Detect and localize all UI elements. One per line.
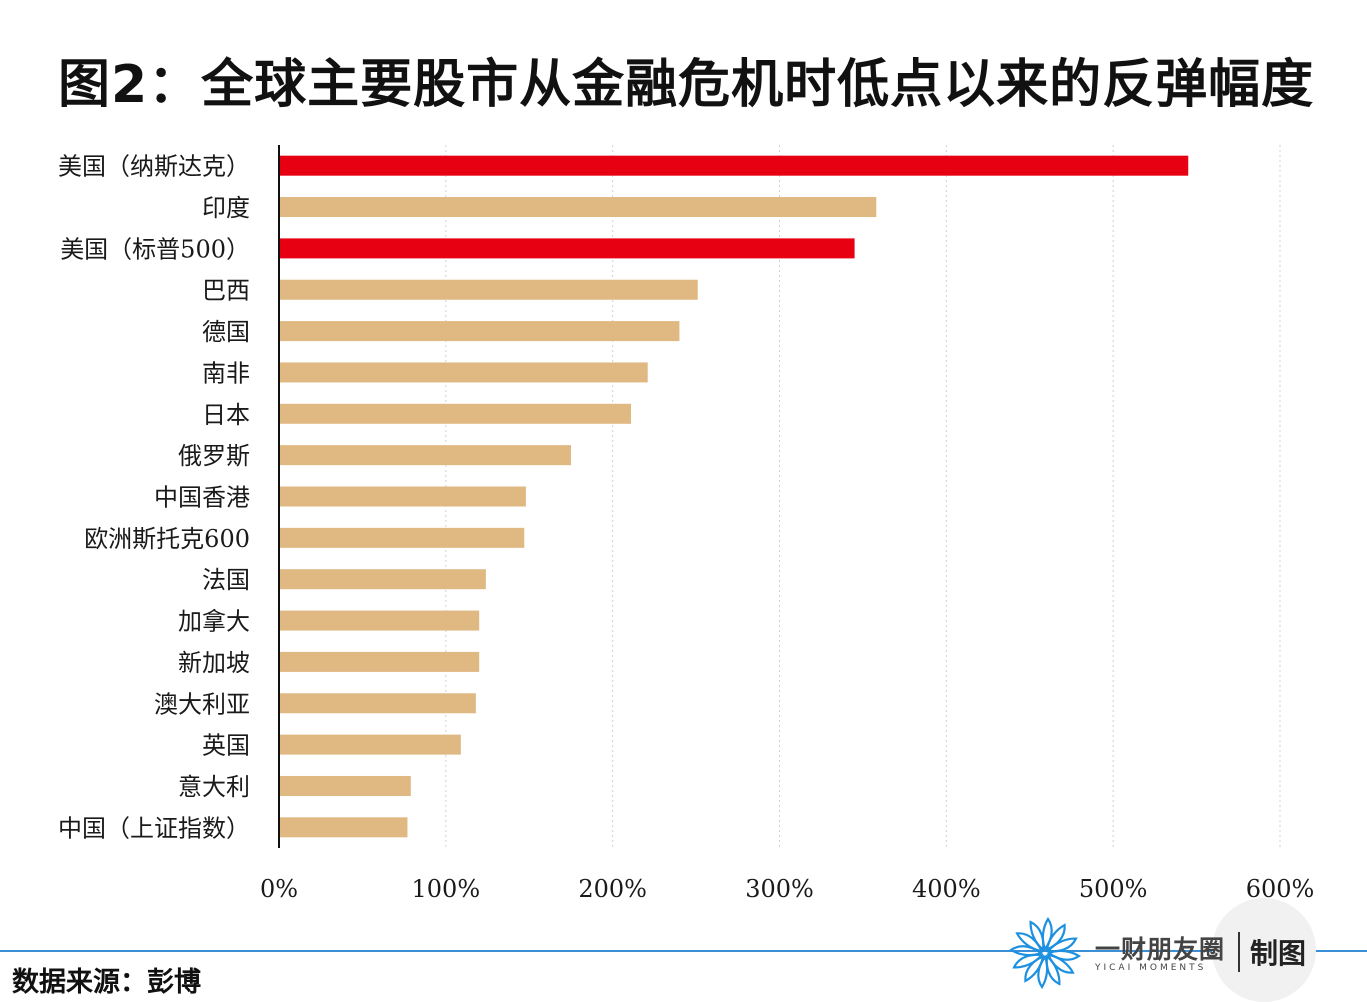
category-label: 新加坡: [178, 649, 250, 677]
bar: [280, 569, 486, 590]
category-label: 美国（纳斯达克）: [58, 153, 250, 181]
emblem-petal: [1029, 920, 1045, 952]
logo-badge-circle: [1212, 898, 1316, 1002]
bar: [280, 817, 408, 838]
x-tick-label: 200%: [578, 875, 647, 903]
category-label: 俄罗斯: [178, 442, 250, 470]
x-tick-labels: 0% 100% 200% 300% 400% 500% 600%: [260, 875, 1314, 903]
bars: [280, 155, 1189, 838]
category-label: 英国: [202, 732, 250, 760]
x-tick-label: 300%: [745, 875, 814, 903]
x-tick-label: 0%: [260, 875, 298, 903]
category-label: 加拿大: [178, 608, 250, 636]
bar: [280, 279, 698, 300]
brand-subtitle: YICAI MOMENTS: [1095, 963, 1207, 973]
bar: [280, 403, 632, 424]
category-label: 日本: [202, 401, 250, 429]
x-tick-label: 400%: [912, 875, 981, 903]
category-label: 美国（标普500）: [60, 235, 250, 263]
bar: [280, 693, 476, 714]
x-tick-label: 100%: [412, 875, 481, 903]
category-label: 法国: [202, 566, 250, 594]
bar: [280, 775, 411, 796]
category-label: 澳大利亚: [154, 690, 250, 718]
brand-suffix: 制图: [1250, 937, 1307, 970]
category-label: 印度: [202, 194, 250, 222]
category-label: 意大利: [178, 773, 250, 801]
category-label: 中国香港: [154, 484, 250, 512]
source-note: 数据来源：彭博: [12, 967, 201, 998]
bar: [280, 321, 680, 342]
yicai-flower-icon: [1009, 917, 1081, 989]
bar: [280, 651, 480, 672]
bar: [280, 445, 571, 466]
brand-divider: [1238, 932, 1240, 972]
brand-name: 一财朋友圈: [1095, 935, 1226, 964]
bar: [280, 486, 526, 507]
chart-title: 图2：全球主要股市从金融危机时低点以来的反弹幅度: [58, 55, 1315, 115]
bar: [280, 238, 855, 259]
category-label: 德国: [202, 318, 250, 346]
bar: [280, 362, 648, 383]
bar: [280, 610, 480, 631]
category-label: 中国（上证指数）: [58, 814, 250, 842]
bar: [280, 155, 1189, 176]
x-tick-label: 500%: [1079, 875, 1148, 903]
bar: [280, 197, 877, 218]
category-label: 欧洲斯托克600: [84, 525, 250, 553]
category-label: 巴西: [202, 277, 250, 305]
footer-divider: [0, 950, 1367, 952]
bar: [280, 527, 525, 548]
bar: [280, 734, 461, 755]
category-label: 南非: [202, 359, 250, 387]
